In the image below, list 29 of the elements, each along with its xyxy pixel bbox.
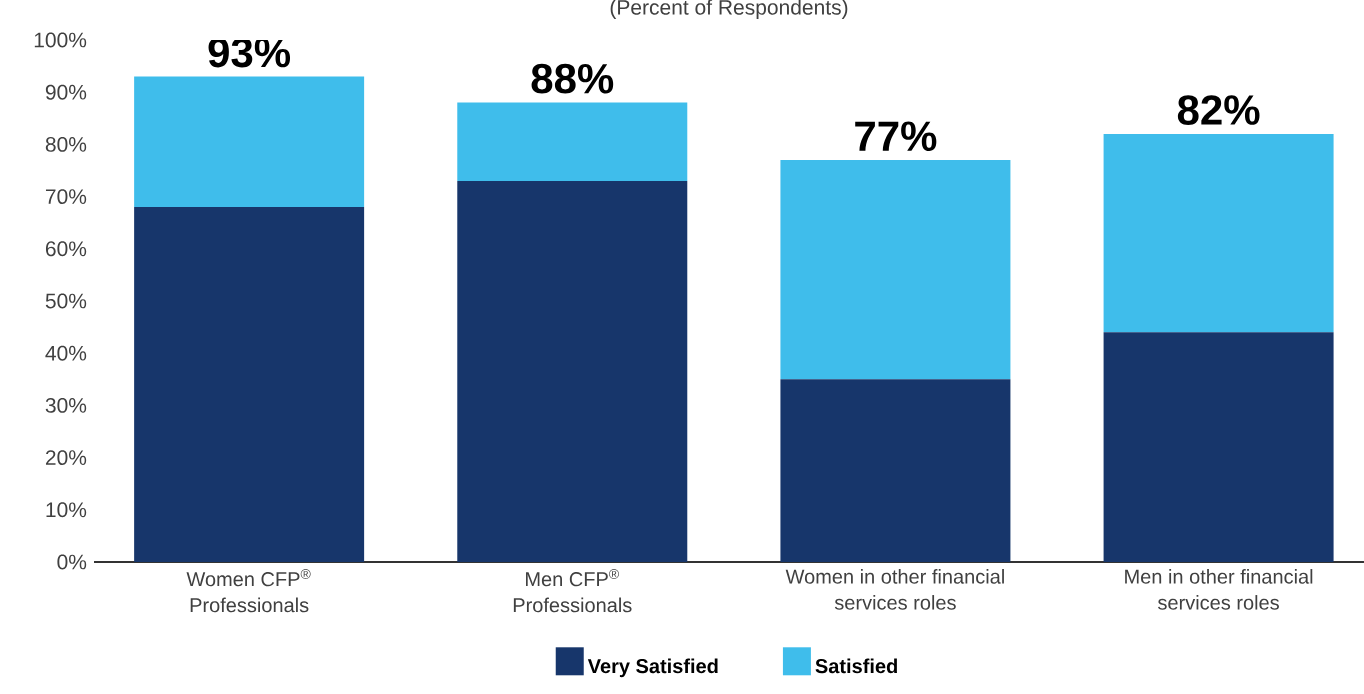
- total-label: 88%: [531, 63, 614, 94]
- bar: [1103, 332, 1334, 562]
- y-tick-label: 10%: [46, 502, 87, 518]
- y-tick-label: 100%: [34, 32, 87, 48]
- bar: [134, 207, 365, 562]
- x-tick-label: Women in other financial services roles: [785, 569, 1004, 610]
- bar: [780, 160, 1011, 380]
- y-tick-label: 70%: [45, 189, 87, 205]
- category-label: Men CFP$^{®}$ Professionals: [513, 569, 632, 613]
- total-label: 82%: [1177, 95, 1260, 125]
- bar: [457, 180, 688, 562]
- legend-label: Satisfied: [815, 658, 897, 674]
- legend-label: Very Satisfied: [587, 658, 718, 678]
- bar: [1103, 133, 1334, 333]
- bar: [134, 76, 365, 208]
- chart-subtitle: (Percent of Respondents): [610, 0, 848, 19]
- y-tick-label: 60%: [45, 241, 87, 257]
- x-tick-label: Men in other financial services roles: [1125, 569, 1313, 610]
- total-label: 77%: [855, 121, 937, 151]
- bar: [457, 102, 688, 181]
- y-tick-label: 30%: [45, 397, 87, 413]
- bar: [780, 379, 1011, 562]
- y-tick-label: 0%: [57, 554, 87, 570]
- y-tick-label: 50%: [45, 293, 87, 309]
- y-tick-label: 80%: [45, 136, 87, 152]
- y-tick-label: 40%: [45, 345, 87, 361]
- category-label: Women CFP$^{®}$ Professionals: [186, 569, 311, 613]
- y-tick-label: 90%: [45, 84, 87, 100]
- y-tick-label: 20%: [45, 450, 87, 466]
